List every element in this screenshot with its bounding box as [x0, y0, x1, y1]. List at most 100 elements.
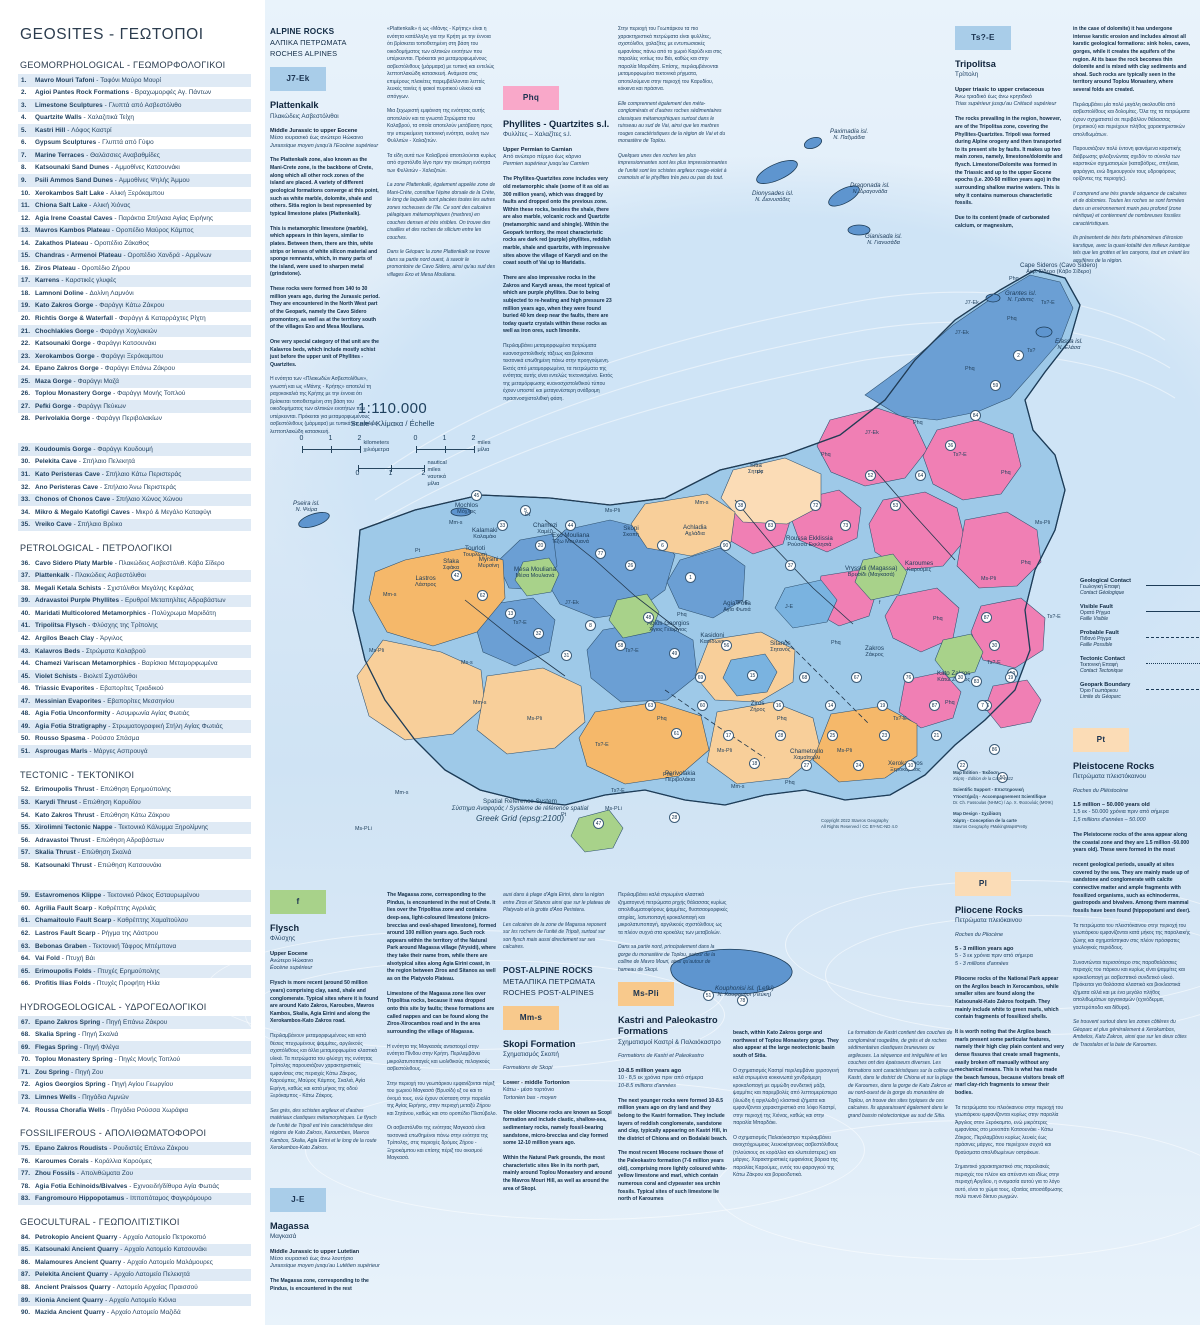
geosite-list-item[interactable]: 9. Psili Ammos Sand Dunes - Αμμοθίνες Ψηλ…	[18, 174, 251, 187]
geosite-list-item[interactable]: 86. Malamoures Ancient Quarry - Αρχαίο Λα…	[18, 1256, 251, 1269]
geosite-list-item[interactable]: 20. Richtis Gorge & Waterfall - Φαράγγι &…	[18, 312, 251, 325]
geosite-list-item[interactable]: 32. Ano Peristeras Cave - Σπήλαιο Άνω Περ…	[18, 481, 251, 494]
map-geosite-marker[interactable]: 42	[451, 570, 462, 581]
geosite-list-item[interactable]: 67. Epano Zakros Spring - Πηγή Επάνω Ζάκρ…	[18, 1016, 251, 1029]
geosite-list-item[interactable]: 5. Kastri Hill - Λόφος Καστρί	[18, 124, 251, 137]
map-geosite-marker[interactable]: 24	[853, 760, 864, 771]
geosite-list-item[interactable]: 18. Lamnoni Doline - Δολίνη Λαμνόνι	[18, 287, 251, 300]
map-geosite-marker[interactable]: 31	[561, 650, 572, 661]
map-geosite-marker[interactable]: 58	[615, 640, 626, 651]
geosite-list-item[interactable]: 49. Agia Fotia Stratigraphy - Στρωματογρα…	[18, 720, 251, 733]
geosite-list-item[interactable]: 19. Kato Zakros Gorge - Φαράγγι Κάτω Ζάκρ…	[18, 299, 251, 313]
geosite-list-item[interactable]: 88. Ancient Praissos Quarry - Λατομείο Αρ…	[18, 1281, 251, 1294]
geosite-list-item[interactable]: 75. Epano Zakros Roudists - Ρουδιστές Επά…	[18, 1142, 251, 1156]
map-geosite-marker[interactable]: 27	[801, 760, 812, 771]
map-geosite-marker[interactable]: 83	[971, 676, 982, 687]
map-geosite-marker[interactable]: 30	[955, 672, 966, 683]
map-geosite-marker[interactable]: 48	[643, 612, 654, 623]
map-geosite-marker[interactable]: 44	[565, 520, 576, 531]
geosite-list-item[interactable]: 28. Perivolakia Gorge - Φαράγγι Περιβολακ…	[18, 413, 251, 426]
geosite-list-item[interactable]: 34. Mikro & Megalo Katofigi Caves - Μικρό…	[18, 506, 251, 519]
geosite-list-item[interactable]: 39. Adravastoi Purple Phyllites - Ερυθροί…	[18, 594, 251, 608]
map-geosite-marker[interactable]: 47	[593, 818, 604, 829]
geosite-list-item[interactable]: 84. Petrokopio Ancient Quarry - Αρχαίο Λα…	[18, 1231, 251, 1244]
map-geosite-marker[interactable]: 72	[810, 500, 821, 511]
geosite-list-item[interactable]: 71. Zou Spring - Πηγή Ζου	[18, 1066, 251, 1079]
map-geosite-marker[interactable]: 8	[585, 620, 596, 631]
geosite-list-item[interactable]: 42. Argilos Beach Clay - Άργιλος	[18, 632, 251, 645]
map-geosite-marker[interactable]: 28	[669, 812, 680, 823]
map-geosite-marker[interactable]: 45	[471, 490, 482, 501]
geosite-list-item[interactable]: 13. Mavros Kambos Plateau - Οροπέδιο Μαύρ…	[18, 224, 251, 238]
map-geosite-marker[interactable]: 26	[625, 560, 636, 571]
geosite-list-item[interactable]: 29. Koudoumis Gorge - Φαράγγι Κουδουμή	[18, 443, 251, 456]
map-geosite-marker[interactable]: 6	[657, 540, 668, 551]
map-geosite-marker[interactable]: 28	[775, 730, 786, 741]
geosite-list-item[interactable]: 51. Asprougas Marls - Μάργες Ασπρουγά	[18, 745, 251, 758]
geosite-list-item[interactable]: 27. Pefki Gorge - Φαράγγι Πεύκων	[18, 400, 251, 413]
map-geosite-marker[interactable]: 22	[957, 760, 968, 771]
geosite-list-item[interactable]: 55. Xirolimni Tectonic Nappe - Τεκτονικό …	[18, 821, 251, 835]
map-geosite-marker[interactable]: 67	[851, 672, 862, 683]
map-geosite-marker[interactable]: 33	[497, 520, 508, 531]
geosite-list-item[interactable]: 2. Agioi Pantes Rock Formations - Βραχωμο…	[18, 87, 251, 100]
map-geosite-marker[interactable]: 23	[879, 730, 890, 741]
geosite-list-item[interactable]: 30. Pelekita Cave - Σπήλαιο Πελεκητά	[18, 456, 251, 469]
geosite-list-item[interactable]: 50. Rousso Spasma - Ρούσσο Σπάσμα	[18, 733, 251, 746]
geosite-list-item[interactable]: 35. Vreiko Cave - Σπήλαιο Βρέικο	[18, 518, 251, 532]
geosite-list-item[interactable]: 45. Violet Schists - Βιολετί Σχιστόλιθοι	[18, 670, 251, 683]
map-geosite-marker[interactable]: 2	[1013, 350, 1024, 361]
geosite-list-item[interactable]: 72. Agios Georgios Spring - Πηγή Αγίου Γε…	[18, 1079, 251, 1092]
geosite-list-item[interactable]: 40. Maridati Multicolored Metamorphics - …	[18, 607, 251, 620]
geosite-list-item[interactable]: 46. Triassic Evaporites - Εβαπορίτες Τρια…	[18, 683, 251, 696]
geosite-list-item[interactable]: 77. Zhou Fossils - Απολιθώματα Ζου	[18, 1167, 251, 1181]
geosite-list-item[interactable]: 10. Xerokambos Salt Lake - Αλική Ξερόκαμπ…	[18, 187, 251, 200]
map-geosite-marker[interactable]: 86	[989, 744, 1000, 755]
geosite-list-item[interactable]: 21. Chochlakies Gorge - Φαράγγι Χοχλακιών	[18, 324, 251, 338]
geosite-list-item[interactable]: 89. Kionia Ancient Quarry - Αρχαίο Λατομε…	[18, 1293, 251, 1307]
map-geosite-marker[interactable]: 30	[989, 640, 1000, 651]
geosite-list-item[interactable]: 15. Chandras - Armenoi Plateau - Οροπέδιο…	[18, 249, 251, 263]
geosite-list-item[interactable]: 48. Agia Fotia Unconformity - Ασυμφωνία Α…	[18, 708, 251, 721]
geosite-list-item[interactable]: 24. Epano Zakros Gorge - Φαράγγι Επάνω Ζά…	[18, 363, 251, 376]
map-geosite-marker[interactable]: 10	[905, 760, 916, 771]
map-geosite-marker[interactable]: 32	[533, 628, 544, 639]
map-geosite-marker[interactable]: 25	[827, 730, 838, 741]
geosite-list-item[interactable]: 36. Cavo Sidero Platy Marble - Πλακώδεις …	[18, 557, 251, 570]
map-geosite-marker[interactable]: 87	[981, 612, 992, 623]
geosite-list-item[interactable]: 87. Pelekita Ancient Quarry - Αρχαίο Λατο…	[18, 1268, 251, 1282]
geosite-list-item[interactable]: 16. Ziros Plateau - Οροπέδιο Ζήρου	[18, 262, 251, 275]
geosite-list-item[interactable]: 37. Plattenkalk - Πλακώδεις Ασβεστόλιθοι	[18, 569, 251, 583]
geosite-list-item[interactable]: 57. Skalia Thrust - Επώθηση Σκαλιά	[18, 846, 251, 860]
geosite-list-item[interactable]: 61. Chamaitoulo Fault Scarp - Καθρέπτης Χ…	[18, 914, 251, 928]
map-geosite-marker[interactable]: 77	[595, 548, 606, 559]
geosite-list-item[interactable]: 38. Megali Ketala Schists - Σχιστόλιθοι Μ…	[18, 582, 251, 595]
geosite-list-item[interactable]: 59. Estavromenos Klippe - Τεκτονικό Ράκος…	[18, 889, 251, 903]
geosite-list-item[interactable]: 33. Chonos of Chonos Cave - Σπήλαιο Χώνος…	[18, 493, 251, 507]
map-geosite-marker[interactable]: 59	[990, 380, 1001, 391]
map-geosite-marker[interactable]: 76	[903, 672, 914, 683]
geosite-list-item[interactable]: 23. Xerokambos Gorge - Φαράγγι Ξερόκαμπου	[18, 350, 251, 363]
geosite-list-item[interactable]: 11. Chiona Salt Lake - Αλική Χιόνας	[18, 199, 251, 213]
map-geosite-marker[interactable]: 50	[997, 772, 1008, 783]
map-geosite-marker[interactable]: 56	[721, 640, 732, 651]
map-geosite-marker[interactable]: 17	[723, 730, 734, 741]
map-geosite-marker[interactable]: 49	[669, 648, 680, 659]
geosite-list-item[interactable]: 64. Vai Fold - Πτυχή Βάι	[18, 952, 251, 965]
geosite-list-item[interactable]: 73. Limnes Wells - Πηγάδια Λιμνών	[18, 1091, 251, 1104]
geosite-list-item[interactable]: 44. Chamezi Variscan Metamorphics - Βαρίσ…	[18, 658, 251, 671]
geosite-list-item[interactable]: 52. Erimoupolis Thrust - Επώθηση Ερημούπο…	[18, 784, 251, 797]
geosite-list-item[interactable]: 7. Marine Terraces - Θαλάσσιες Αναβαθμίδε…	[18, 149, 251, 162]
geosite-list-item[interactable]: 43. Kalavros Beds - Στρώματα Καλαβρού	[18, 644, 251, 658]
geosite-list-item[interactable]: 68. Skalia Spring - Πηγή Σκαλιά	[18, 1029, 251, 1042]
map-geosite-marker[interactable]: 5	[520, 505, 531, 516]
geosite-list-item[interactable]: 83. Fangromouro Hippopotamus - Ιπποπόταμο…	[18, 1192, 251, 1206]
geosite-list-item[interactable]: 12. Agia Irene Coastal Caves - Παράκτια Σ…	[18, 212, 251, 225]
geosite-list-item[interactable]: 47. Messinian Evaporites - Εβαπορίτες Μεσ…	[18, 695, 251, 708]
geosite-list-item[interactable]: 41. Tripolitsa Flysch - Φλύσχης της Τρίπο…	[18, 619, 251, 633]
geosite-list-item[interactable]: 22. Katsounaki Gorge - Φαράγγι Κατσουνάκι	[18, 337, 251, 350]
map-geosite-marker[interactable]: 19	[877, 700, 888, 711]
map-geosite-marker[interactable]: 87	[929, 700, 940, 711]
geosite-list-item[interactable]: 1. Mavro Mouri Tafoni - Ταφόνι Μαύρο Μουρ…	[18, 74, 251, 87]
map-geosite-marker[interactable]: 38	[735, 500, 746, 511]
